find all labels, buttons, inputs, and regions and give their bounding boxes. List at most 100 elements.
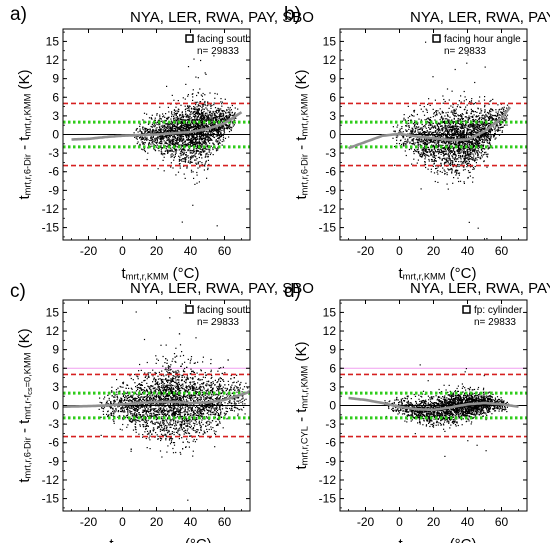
scatter-point [498, 130, 500, 132]
scatter-point [474, 81, 476, 84]
scatter-point [220, 101, 222, 103]
scatter-point [452, 145, 454, 147]
scatter-point [440, 151, 443, 153]
scatter-point [434, 131, 436, 133]
scatter-point [196, 131, 198, 133]
scatter-point [446, 141, 448, 143]
scatter-point [177, 137, 179, 139]
scatter-point [503, 106, 505, 108]
scatter-point [499, 122, 501, 124]
scatter-point [418, 132, 420, 135]
scatter-point [444, 158, 446, 160]
scatter-point [479, 139, 481, 142]
scatter-point [180, 138, 182, 140]
scatter-point [196, 137, 198, 139]
scatter-point [189, 105, 191, 107]
scatter-point [141, 136, 143, 138]
scatter-point [187, 125, 189, 127]
scatter-point [220, 131, 222, 133]
scatter-point [429, 128, 432, 130]
scatter-point [459, 148, 461, 150]
scatter-point [224, 127, 226, 129]
scatter-point [476, 144, 478, 146]
scatter-point [497, 115, 499, 117]
scatter-point [502, 121, 504, 123]
scatter-point [155, 130, 157, 132]
scatter-point [229, 110, 231, 112]
scatter-point [194, 101, 196, 103]
scatter-point [217, 140, 219, 142]
scatter-point [449, 144, 451, 146]
scatter-point [467, 144, 469, 146]
scatter-point [416, 141, 418, 144]
scatter-point [428, 124, 430, 126]
scatter-point [418, 139, 420, 141]
scatter-point [425, 142, 427, 144]
scatter-point [179, 115, 181, 117]
scatter-point [169, 126, 171, 128]
scatter-point [487, 153, 489, 155]
scatter-point [451, 169, 453, 171]
scatter-point [228, 136, 230, 138]
scatter-point [471, 149, 473, 151]
scatter-point [452, 113, 454, 115]
scatter-point [419, 154, 421, 156]
scatter-point [488, 122, 490, 124]
scatter-point [455, 135, 457, 137]
scatter-point [478, 100, 480, 102]
scatter-point [440, 137, 442, 139]
scatter-point [200, 114, 202, 116]
scatter-point [199, 127, 201, 129]
scatter-point [489, 144, 491, 146]
scatter-point [442, 129, 444, 131]
scatter-point [207, 118, 209, 120]
scatter-point [443, 121, 445, 123]
scatter-point [435, 168, 437, 170]
scatter-point [182, 154, 184, 156]
legend-marker-square [185, 34, 194, 43]
scatter-point [458, 144, 460, 146]
scatter-point [470, 141, 473, 143]
scatter-point [173, 159, 175, 161]
scatter-point [184, 98, 186, 100]
scatter-point [429, 140, 431, 142]
scatter-point [460, 106, 462, 108]
scatter-point [411, 130, 413, 132]
scatter-point [422, 140, 424, 142]
scatter-point [442, 151, 444, 153]
scatter-point [192, 141, 194, 144]
scatter-point [445, 160, 448, 162]
scatter-point [469, 123, 471, 125]
scatter-point [467, 154, 469, 156]
scatter-point [485, 124, 487, 126]
scatter-point [167, 117, 169, 120]
scatter-point [419, 131, 421, 133]
scatter-point [182, 115, 184, 117]
scatter-point [207, 141, 209, 143]
scatter-point [191, 139, 194, 141]
scatter-point [475, 137, 477, 139]
scatter-point [188, 128, 190, 130]
scatter-point [181, 120, 184, 122]
scatter-point [207, 116, 209, 118]
scatter-point [232, 122, 234, 124]
scatter-point [191, 127, 193, 129]
scatter-point [420, 156, 422, 158]
scatter-point [443, 154, 445, 157]
scatter-point [136, 136, 138, 138]
scatter-point [196, 118, 198, 121]
scatter-point [463, 127, 465, 129]
scatter-point [158, 142, 160, 144]
scatter-point [486, 136, 488, 138]
scatter-point [502, 112, 504, 114]
scatter-point [468, 162, 470, 164]
scatter-point [483, 121, 485, 124]
scatter-point [204, 124, 206, 126]
scatter-point [204, 138, 206, 140]
scatter-point [470, 141, 472, 143]
scatter-point [424, 139, 426, 141]
scatter-point [401, 127, 403, 130]
scatter-point [433, 172, 436, 174]
scatter-point [144, 130, 146, 132]
scatter-point [451, 140, 453, 143]
